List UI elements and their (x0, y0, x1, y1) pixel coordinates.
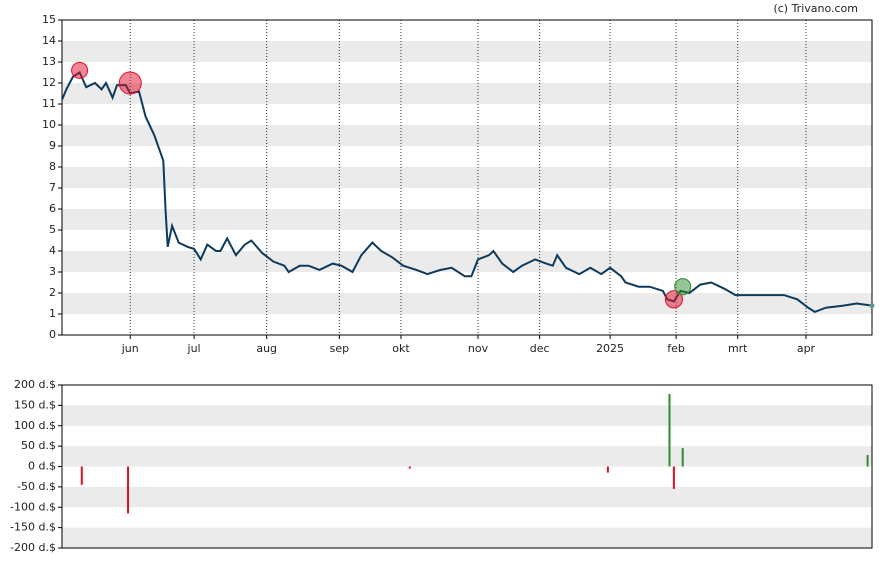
y-tick-label: 4 (49, 244, 56, 257)
volume-bar (668, 393, 671, 467)
volume-bar (80, 466, 83, 485)
band (62, 167, 872, 188)
y-tick-label: 2 (49, 286, 56, 299)
price-line (61, 71, 873, 314)
x-tick-label: apr (797, 342, 816, 355)
plot-frame (61, 384, 873, 549)
y-tick-label: 14 (42, 34, 56, 47)
band (62, 405, 872, 426)
trade-marker (71, 61, 89, 79)
y-tick-label: 1 (49, 307, 56, 320)
last-point (869, 303, 875, 309)
x-tick-label: sep (330, 342, 349, 355)
y-tick-label: 15 (42, 13, 56, 26)
y-tick-label: 3 (49, 265, 56, 278)
volume-bar (866, 455, 869, 467)
volume-bar (672, 466, 675, 489)
y-tick-label: 11 (42, 97, 56, 110)
y-tick-label: 100 d.$ (14, 419, 56, 432)
band (62, 486, 872, 508)
band (62, 125, 872, 146)
x-tick-label: okt (392, 342, 410, 355)
band (62, 251, 872, 272)
volume-bar (681, 448, 684, 467)
band (62, 293, 872, 314)
y-tick-label: 0 (49, 328, 56, 341)
y-tick-label: -100 d.$ (10, 500, 56, 513)
trade-marker (118, 71, 142, 95)
volume-bar (606, 466, 609, 473)
y-tick-label: 200 d.$ (14, 378, 56, 391)
band (62, 41, 872, 62)
x-tick-label: 2025 (596, 342, 624, 355)
band (62, 446, 872, 467)
x-tick-label: mrt (728, 342, 748, 355)
y-tick-label: -200 d.$ (10, 541, 56, 554)
y-tick-label: 0 d.$ (28, 460, 56, 473)
y-tick-label: 9 (49, 139, 56, 152)
band (62, 527, 872, 548)
x-tick-label: jul (187, 342, 201, 355)
plot-frame (61, 19, 873, 336)
x-tick-label: dec (530, 342, 550, 355)
x-tick-label: jun (121, 342, 139, 355)
band (62, 209, 872, 230)
volume-bar (408, 466, 411, 469)
y-tick-label: -50 d.$ (17, 480, 56, 493)
y-tick-label: 8 (49, 160, 56, 173)
y-tick-label: 12 (42, 76, 56, 89)
band (62, 83, 872, 104)
trade-marker (664, 290, 683, 309)
x-tick-label: aug (256, 342, 277, 355)
volume-bar (127, 466, 130, 514)
y-tick-label: 10 (42, 118, 56, 131)
x-tick-label: nov (468, 342, 489, 355)
y-tick-label: 13 (42, 55, 56, 68)
watermark: (c) Trivano.com (773, 2, 858, 15)
y-tick-label: 50 d.$ (21, 439, 56, 452)
y-tick-label: 7 (49, 181, 56, 194)
trade-marker (674, 278, 692, 296)
y-tick-label: -150 d.$ (10, 521, 56, 534)
y-tick-label: 150 d.$ (14, 398, 56, 411)
y-tick-label: 5 (49, 223, 56, 236)
x-tick-label: feb (667, 342, 685, 355)
y-tick-label: 6 (49, 202, 56, 215)
